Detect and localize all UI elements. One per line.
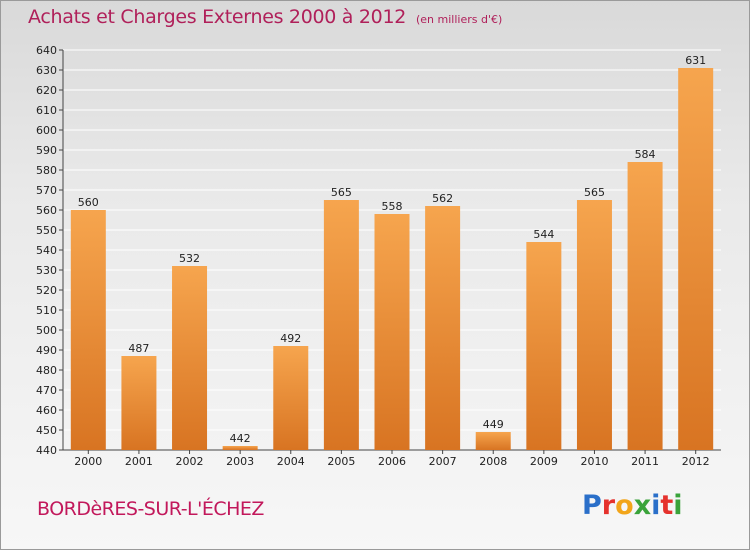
commune-name: BORDèRES-SUR-L'ÉCHEZ [37,498,264,520]
y-tick-label: 560 [36,204,57,217]
y-tick-label: 480 [36,364,57,377]
x-tick-label: 2011 [631,455,659,468]
bars [70,68,714,450]
y-tick-label: 570 [36,184,57,197]
value-label: 558 [382,200,403,213]
bar [627,162,663,450]
proxiti-logo: Proxiti [582,490,683,526]
bar [121,356,157,450]
y-tick-label: 530 [36,264,57,277]
bar [70,210,106,450]
value-label: 544 [533,228,554,241]
x-tick-label: 2004 [277,455,305,468]
y-tick-label: 460 [36,404,57,417]
value-label: 487 [128,342,149,355]
x-tick-label: 2008 [479,455,507,468]
x-tick-label: 2001 [125,455,153,468]
logo-letter: P [582,490,602,521]
value-label: 584 [635,148,656,161]
logo-letter: i [651,490,661,521]
value-label: 560 [78,196,99,209]
y-tick-label: 440 [36,444,57,457]
x-tick-label: 2006 [378,455,406,468]
logo-letter: r [601,490,616,521]
chart-subtitle: (en milliers d'€) [416,13,503,26]
y-tick-label: 500 [36,324,57,337]
chart-title: Achats et Charges Externes 2000 à 2012 [28,6,407,28]
y-tick-label: 590 [36,144,57,157]
logo-letter: t [660,490,674,521]
x-tick-label: 2003 [226,455,254,468]
y-tick-label: 580 [36,164,57,177]
value-label: 565 [331,186,352,199]
y-tick-label: 630 [36,64,57,77]
bar [222,446,258,450]
y-tick-label: 520 [36,284,57,297]
bar [526,242,562,450]
y-tick-label: 620 [36,84,57,97]
value-label: 562 [432,192,453,205]
bar [576,200,612,450]
y-tick-label: 510 [36,304,57,317]
bar [678,68,714,450]
y-tick-label: 470 [36,384,57,397]
y-tick-label: 450 [36,424,57,437]
bar [475,432,511,450]
x-tick-label: 2002 [176,455,204,468]
bar [323,200,359,450]
logo-letter: i [673,490,683,521]
value-label: 565 [584,186,605,199]
bar [374,214,410,450]
bar [273,346,309,450]
y-tick-label: 540 [36,244,57,257]
value-label: 631 [685,54,706,67]
value-label: 442 [230,432,251,445]
bar [425,206,461,450]
value-label: 449 [483,418,504,431]
value-label: 492 [280,332,301,345]
y-tick-label: 640 [36,44,57,57]
y-tick-labels: 440 450 460 470 480 490 500 510 520 530 540 550 560 5… [36,44,57,457]
x-tick-label: 2009 [530,455,558,468]
y-tick-label: 600 [36,124,57,137]
logo-letter: o [615,490,634,521]
value-label: 532 [179,252,200,265]
y-tick-label: 610 [36,104,57,117]
value-labels: 560 487 532 442 492 565 558 562 449 544 565 584 631 [78,54,706,445]
logo-letter: x [633,490,652,521]
bar [172,266,208,450]
y-tick-label: 490 [36,344,57,357]
x-tick-label: 2010 [580,455,608,468]
x-tick-label: 2007 [429,455,457,468]
x-tick-label: 2000 [74,455,102,468]
x-tick-labels: 2000 2001 2002 2003 2004 2005 2006 2007 2008 2009… [74,450,710,468]
y-tick-label: 550 [36,224,57,237]
x-tick-label: 2012 [682,455,710,468]
x-tick-label: 2005 [327,455,355,468]
